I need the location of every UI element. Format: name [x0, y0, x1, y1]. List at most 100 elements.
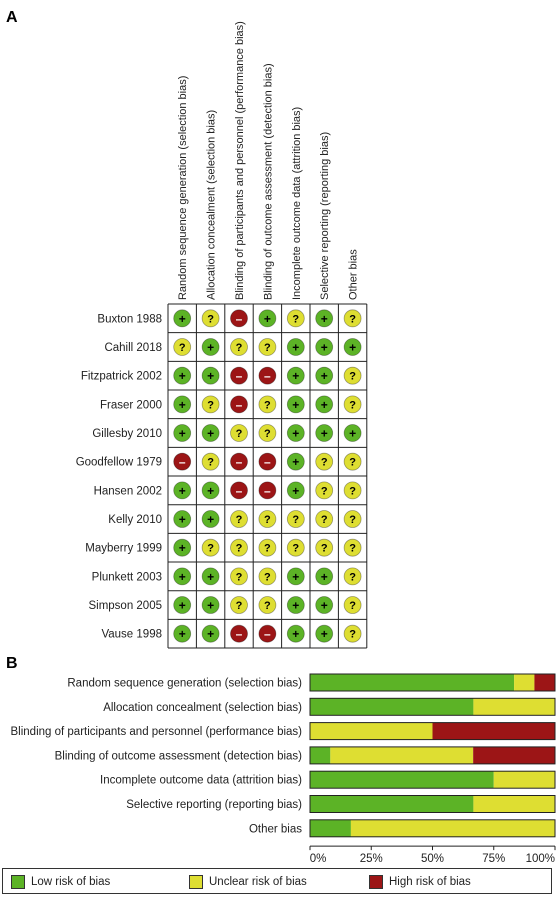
legend-swatch-unclear	[189, 875, 203, 889]
category-label: Other bias	[249, 823, 302, 835]
bar-segment	[330, 746, 474, 764]
rating-low-icon	[315, 567, 334, 586]
rating-low-icon	[173, 395, 192, 414]
rating-symbol: –	[264, 627, 271, 641]
column-header: Other bias	[348, 249, 360, 300]
rating-symbol: ?	[349, 514, 356, 526]
rating-low-icon	[173, 424, 192, 442]
rating-symbol: ?	[264, 399, 271, 411]
rating-high-icon	[230, 624, 248, 643]
bar-segment	[310, 819, 351, 837]
rating-high-icon	[230, 309, 248, 328]
rating-low-icon	[173, 481, 192, 500]
rating-symbol: ?	[236, 571, 243, 583]
rating-symbol: +	[179, 312, 186, 326]
bar-segment	[310, 698, 474, 716]
rating-high-icon	[230, 452, 248, 471]
bar-outline	[309, 795, 556, 813]
panel-a-label: A	[6, 9, 18, 26]
column-header: Blinding of participants and personnel (…	[234, 21, 246, 300]
x-tick-label: 75%	[482, 853, 505, 865]
rating-unclear-icon	[258, 538, 277, 557]
rating-symbol: +	[179, 599, 186, 613]
rating-low-icon	[173, 366, 192, 385]
legend-swatch-low	[11, 875, 25, 889]
rating-low-icon	[286, 624, 305, 643]
rating-low-icon	[286, 338, 305, 356]
rating-symbol: +	[207, 427, 214, 441]
rating-symbol: –	[236, 484, 243, 498]
study-label: Buxton 1988	[97, 313, 162, 325]
rating-symbol: ?	[349, 371, 356, 383]
rating-symbol: –	[236, 369, 243, 383]
bar-segment	[473, 795, 555, 813]
study-label: Mayberry 1999	[85, 543, 162, 555]
rating-symbol: ?	[236, 342, 243, 354]
bar-outline	[309, 673, 556, 692]
rating-symbol: ?	[349, 399, 356, 411]
legend-label-high: High risk of bias	[389, 876, 471, 888]
rating-unclear-icon	[230, 567, 248, 586]
rating-low-icon	[258, 309, 277, 328]
rating-unclear-icon	[315, 481, 334, 500]
rating-symbol: ?	[264, 600, 271, 612]
bar-outline	[309, 722, 556, 741]
rating-unclear-icon	[343, 452, 362, 471]
rating-unclear-icon	[286, 538, 305, 557]
rating-symbol: +	[321, 427, 328, 441]
rating-unclear-icon	[258, 395, 277, 414]
rating-low-icon	[315, 424, 334, 442]
rating-symbol: ?	[264, 428, 271, 440]
rating-low-icon	[343, 338, 362, 356]
rating-low-icon	[173, 567, 192, 586]
rating-unclear-icon	[343, 309, 362, 328]
rating-symbol: +	[292, 369, 299, 383]
rating-unclear-icon	[230, 538, 248, 557]
legend: Low risk of bias Unclear risk of bias Hi…	[2, 868, 552, 894]
rating-symbol: +	[179, 541, 186, 555]
rating-symbol: +	[179, 369, 186, 383]
rating-unclear-icon	[343, 366, 362, 385]
rating-symbol: ?	[236, 600, 243, 612]
rating-symbol: ?	[321, 543, 328, 555]
rating-high-icon	[230, 481, 248, 500]
category-label: Blinding of participants and personnel (…	[11, 726, 303, 738]
rating-symbol: ?	[292, 514, 299, 526]
rating-low-icon	[286, 481, 305, 500]
rating-unclear-icon	[343, 567, 362, 586]
rating-symbol: +	[207, 627, 214, 641]
rating-low-icon	[315, 395, 334, 414]
rating-low-icon	[286, 567, 305, 586]
rating-low-icon	[201, 338, 220, 356]
rating-symbol: ?	[349, 629, 356, 641]
risk-of-bias-summary: Random sequence generation (selection bi…	[76, 21, 368, 649]
rating-symbol: +	[207, 484, 214, 498]
study-label: Kelly 2010	[108, 514, 162, 526]
bar-segment	[473, 698, 555, 716]
rating-symbol: +	[321, 341, 328, 355]
rating-low-icon	[201, 596, 220, 614]
rating-symbol: ?	[264, 571, 271, 583]
rating-high-icon	[258, 624, 277, 643]
rating-low-icon	[286, 366, 305, 385]
category-label: Allocation concealment (selection bias)	[103, 702, 302, 714]
rating-symbol: –	[264, 455, 271, 469]
rating-unclear-icon	[258, 510, 277, 528]
rating-symbol: +	[292, 341, 299, 355]
rating-symbol: –	[236, 312, 243, 326]
bar-outline	[309, 746, 556, 765]
rating-unclear-icon	[230, 510, 248, 528]
rating-low-icon	[315, 338, 334, 356]
rating-symbol: ?	[207, 313, 214, 325]
legend-label-low: Low risk of bias	[31, 876, 111, 888]
rating-low-icon	[315, 309, 334, 328]
column-header: Blinding of outcome assessment (detectio…	[262, 63, 274, 300]
rating-symbol: +	[179, 570, 186, 584]
bar-segment	[310, 674, 515, 691]
bar-segment	[473, 746, 555, 764]
rating-symbol: +	[292, 484, 299, 498]
rating-symbol: +	[264, 312, 271, 326]
legend-label-unclear: Unclear risk of bias	[209, 876, 307, 888]
category-label: Selective reporting (reporting bias)	[126, 799, 302, 811]
rating-low-icon	[315, 624, 334, 643]
